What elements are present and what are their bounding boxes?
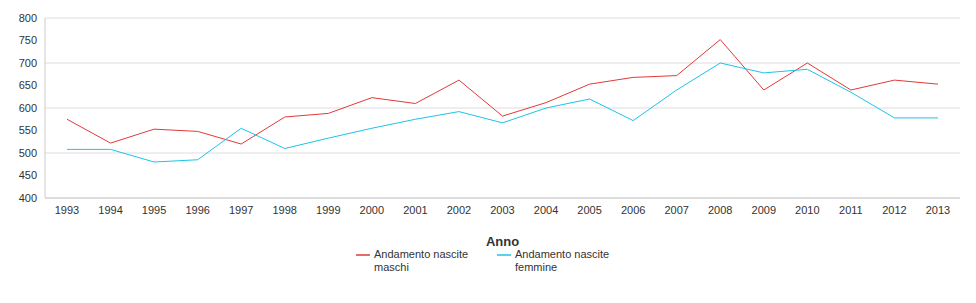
svg-text:750: 750 <box>19 34 37 46</box>
svg-text:800: 800 <box>19 12 37 24</box>
svg-text:1995: 1995 <box>142 204 166 216</box>
svg-text:650: 650 <box>19 79 37 91</box>
svg-text:2006: 2006 <box>621 204 645 216</box>
svg-text:2005: 2005 <box>577 204 601 216</box>
svg-text:Anno: Anno <box>486 234 519 248</box>
svg-text:2009: 2009 <box>752 204 776 216</box>
svg-text:2001: 2001 <box>403 204 427 216</box>
svg-text:2011: 2011 <box>839 204 863 216</box>
svg-text:2007: 2007 <box>664 204 688 216</box>
svg-text:700: 700 <box>19 57 37 69</box>
svg-text:2013: 2013 <box>926 204 950 216</box>
svg-text:2010: 2010 <box>795 204 819 216</box>
svg-text:1993: 1993 <box>55 204 79 216</box>
svg-text:2000: 2000 <box>360 204 384 216</box>
html-text:Andamento nascite maschi: Andamento nascite maschi <box>374 248 469 273</box>
svg-text:2004: 2004 <box>534 204 558 216</box>
html-text:Andamento nascite femmine: Andamento nascite femmine <box>515 248 610 273</box>
svg-text:1996: 1996 <box>185 204 209 216</box>
svg-text:450: 450 <box>19 169 37 181</box>
svg-text:1998: 1998 <box>273 204 297 216</box>
svg-text:550: 550 <box>19 124 37 136</box>
svg-text:2002: 2002 <box>447 204 471 216</box>
svg-text:500: 500 <box>19 147 37 159</box>
svg-text:1997: 1997 <box>229 204 253 216</box>
svg-text:1999: 1999 <box>316 204 340 216</box>
svg-text:400: 400 <box>19 192 37 204</box>
svg-text:2008: 2008 <box>708 204 732 216</box>
svg-text:600: 600 <box>19 102 37 114</box>
svg-text:2003: 2003 <box>490 204 514 216</box>
svg-text:2012: 2012 <box>882 204 906 216</box>
svg-text:1994: 1994 <box>98 204 122 216</box>
